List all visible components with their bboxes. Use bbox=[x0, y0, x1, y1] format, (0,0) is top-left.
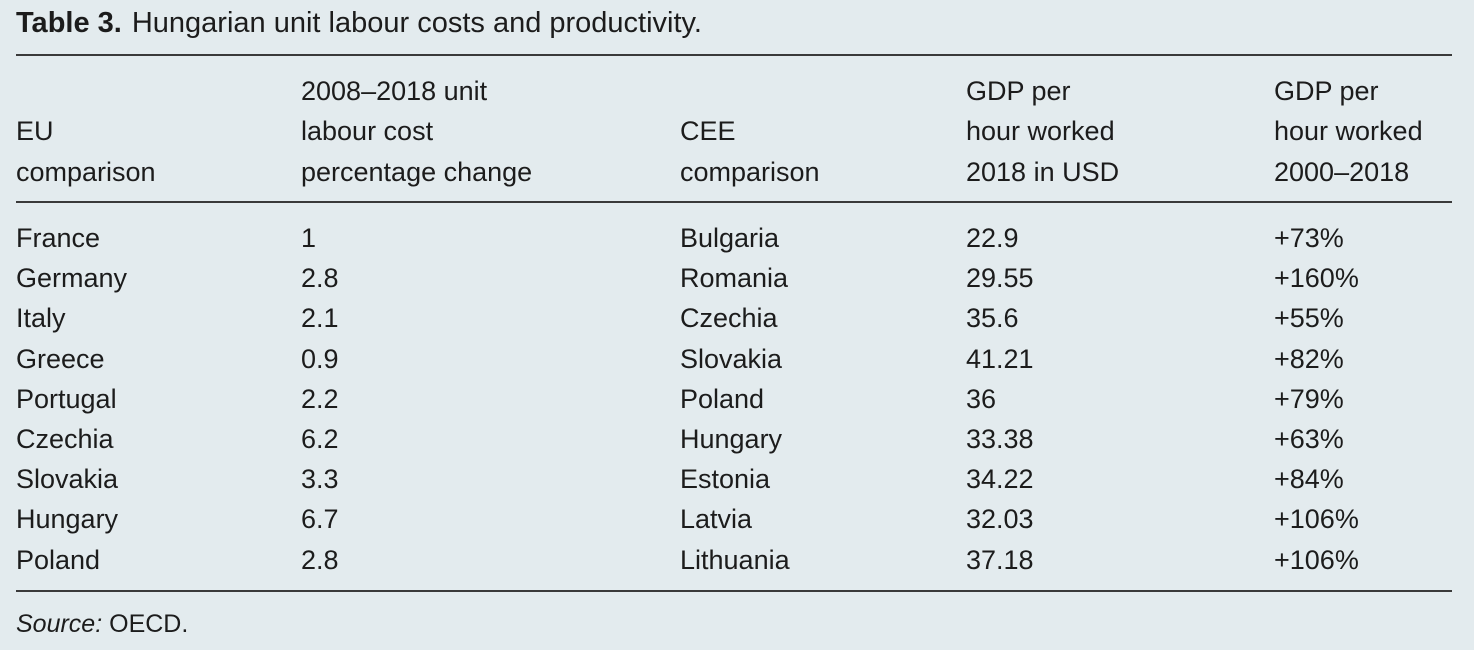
header-unit-labour-cost: 2008–2018 unit labour cost percentage ch… bbox=[301, 75, 533, 187]
cee-country-cell: Poland bbox=[680, 383, 765, 414]
cee-country-cell: Slovakia bbox=[680, 343, 783, 374]
unit-labour-cost-cell: 0.9 bbox=[301, 343, 339, 374]
header-gdp-growth-2000-2018: GDP per hour worked 2000–2018 bbox=[1274, 75, 1423, 187]
gdp-per-hour-cell: 29.55 bbox=[966, 263, 1034, 294]
gdp-per-hour-cell: 34.22 bbox=[966, 464, 1034, 495]
cee-country-cell: Czechia bbox=[680, 303, 778, 334]
gdp-growth-cell: +55% bbox=[1274, 303, 1344, 334]
gdp-per-hour-cell: 36 bbox=[966, 383, 997, 414]
table-row: Portugal 2.2 Poland 36 +79% bbox=[0, 379, 1474, 419]
cee-country-cell: Romania bbox=[680, 263, 789, 294]
table-row: Greece 0.9 Slovakia 41.21 +82% bbox=[0, 339, 1474, 379]
gdp-growth-cell: +160% bbox=[1274, 263, 1359, 294]
source-label: Source: bbox=[16, 610, 103, 638]
table-row: Slovakia 3.3 Estonia 34.22 +84% bbox=[0, 459, 1474, 499]
unit-labour-cost-cell: 2.1 bbox=[301, 303, 339, 334]
bottom-rule bbox=[16, 590, 1452, 592]
eu-country-cell: Portugal bbox=[16, 383, 117, 414]
eu-country-cell: Hungary bbox=[16, 504, 119, 535]
eu-country-cell: Germany bbox=[16, 263, 128, 294]
top-rule bbox=[16, 54, 1452, 56]
gdp-growth-cell: +106% bbox=[1274, 544, 1359, 575]
unit-labour-cost-cell: 6.7 bbox=[301, 504, 339, 535]
gdp-per-hour-cell: 35.6 bbox=[966, 303, 1019, 334]
eu-country-cell: France bbox=[16, 223, 101, 253]
gdp-per-hour-cell: 37.18 bbox=[966, 544, 1034, 575]
gdp-growth-cell: +79% bbox=[1274, 383, 1344, 414]
unit-labour-cost-cell: 6.2 bbox=[301, 424, 339, 454]
source-text: OECD. bbox=[109, 610, 189, 638]
header-eu-comparison: EU comparison bbox=[16, 116, 156, 187]
gdp-per-hour-cell: 33.38 bbox=[966, 424, 1034, 454]
gdp-per-hour-cell: 32.03 bbox=[966, 504, 1034, 535]
table-row: France 1 Bulgaria 22.9 +73% bbox=[0, 218, 1474, 258]
cee-country-cell: Lithuania bbox=[680, 544, 790, 575]
header-cee-comparison: CEE comparison bbox=[680, 116, 820, 187]
table-caption: Table 3. Hungarian unit labour costs and … bbox=[16, 4, 702, 42]
unit-labour-cost-cell: 2.2 bbox=[301, 383, 339, 414]
table-row: Germany 2.8 Romania 29.55 +160% bbox=[0, 258, 1474, 298]
gdp-growth-cell: +73% bbox=[1274, 223, 1344, 253]
gdp-growth-cell: +82% bbox=[1274, 343, 1344, 374]
cee-country-cell: Latvia bbox=[680, 504, 753, 535]
gdp-per-hour-cell: 41.21 bbox=[966, 343, 1034, 374]
table-title: Hungarian unit labour costs and producti… bbox=[131, 7, 702, 39]
gdp-growth-cell: +106% bbox=[1274, 504, 1359, 535]
gdp-per-hour-cell: 22.9 bbox=[966, 223, 1019, 253]
table-number: Table 3. bbox=[16, 7, 122, 39]
cee-country-cell: Bulgaria bbox=[680, 223, 780, 253]
header-rule bbox=[16, 201, 1452, 203]
gdp-growth-cell: +84% bbox=[1274, 464, 1344, 495]
table-source: Source: OECD. bbox=[16, 606, 188, 642]
table-row: Italy 2.1 Czechia 35.6 +55% bbox=[0, 298, 1474, 338]
gdp-growth-cell: +63% bbox=[1274, 424, 1344, 454]
cee-country-cell: Estonia bbox=[680, 464, 771, 495]
eu-country-cell: Poland bbox=[16, 544, 101, 575]
unit-labour-cost-cell: 2.8 bbox=[301, 263, 339, 294]
unit-labour-cost-cell: 2.8 bbox=[301, 544, 339, 575]
table-row: Czechia 6.2 Hungary 33.38 +63% bbox=[0, 419, 1474, 459]
cee-country-cell: Hungary bbox=[680, 424, 783, 454]
unit-labour-cost-cell: 3.3 bbox=[301, 464, 339, 495]
eu-country-cell: Czechia bbox=[16, 424, 114, 454]
eu-country-cell: Greece bbox=[16, 343, 105, 374]
unit-labour-cost-cell: 1 bbox=[301, 223, 317, 253]
eu-country-cell: Slovakia bbox=[16, 464, 119, 495]
header-gdp-per-hour-2018: GDP per hour worked 2018 in USD bbox=[966, 75, 1120, 187]
eu-country-cell: Italy bbox=[16, 303, 66, 334]
table-row: Poland 2.8 Lithuania 37.18 +106% bbox=[0, 540, 1474, 580]
table-row: Hungary 6.7 Latvia 32.03 +106% bbox=[0, 499, 1474, 539]
